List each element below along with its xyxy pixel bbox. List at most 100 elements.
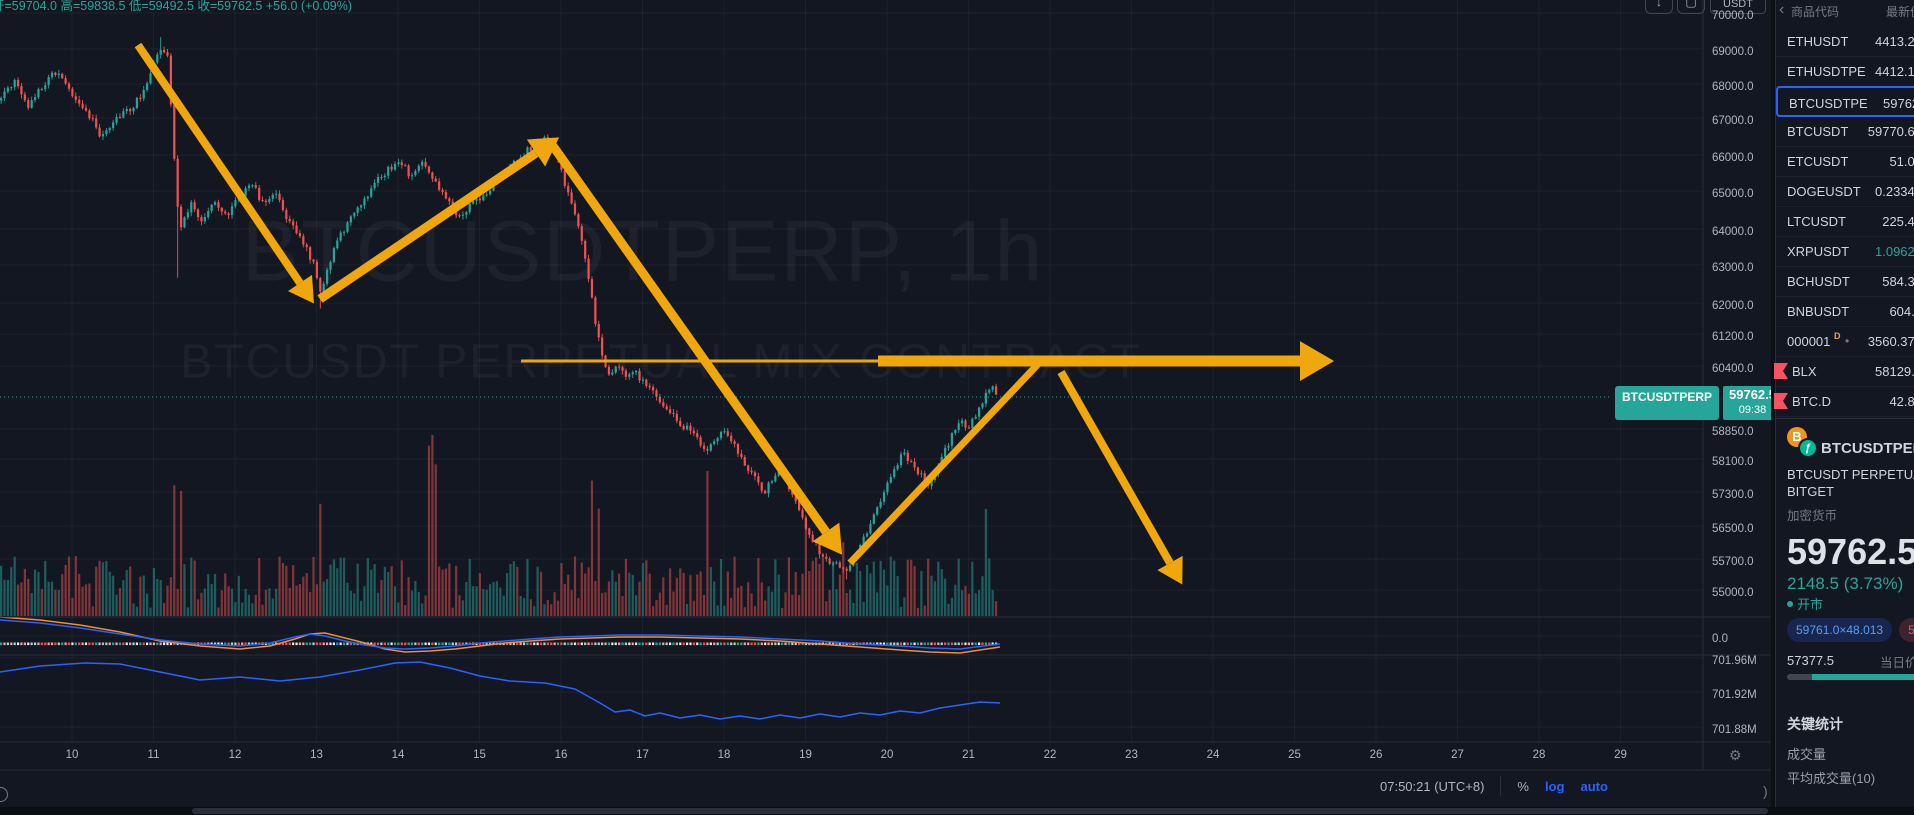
watchlist-row-BTCUSDTPERP[interactable]: BTCUSDTPERP 59762.5 [1776, 86, 1914, 117]
chart-area[interactable]: BTCUSDTPERP, 1h BTCUSDT PERPETUAL MIX CO… [0, 0, 1783, 806]
watchlist-row-DOGEUSDT[interactable]: DOGEUSDT 0.23344 [1776, 176, 1914, 207]
toolbar: 07:50:21 (UTC+8) % log auto [1380, 776, 1608, 796]
time-axis-label: 27 [1451, 749, 1464, 761]
symbol-category: 加密货币 [1787, 509, 1838, 523]
flag-icon[interactable] [1774, 363, 1788, 379]
volume-flow-axis-label: 701.92M [1712, 689, 1757, 701]
watchlist-row-BCHUSDT[interactable]: BCHUSDT 584.35 [1776, 266, 1914, 297]
watchlist-col-price[interactable]: 最新价 [1885, 5, 1914, 19]
panel-collapse-handle[interactable]: ) [1763, 783, 1768, 799]
trend-arrow [549, 143, 830, 535]
price-axis-label: 63000.0 [1712, 262, 1754, 274]
price-axis-label: 64000.0 [1712, 226, 1754, 238]
axis-settings-icon[interactable]: ⚙ [1729, 747, 1742, 763]
watchlist-row-XRPUSDT[interactable]: XRPUSDT 1.09621 [1776, 236, 1914, 267]
bottom-scrollbar-track[interactable] [0, 807, 1914, 815]
snapshot-icon[interactable]: ▢ [1677, 0, 1705, 14]
time-axis-label: 16 [554, 749, 568, 761]
watchlist-row-ETCUSDT[interactable]: ETCUSDT 51.07 [1776, 146, 1914, 177]
watermark-symbol: BTCUSDTPERP, 1h [241, 203, 1045, 300]
watchlist-symbol: 000001 [1787, 334, 1831, 349]
watchlist-price: 58129.0 [1875, 364, 1914, 379]
last-price: 59762.5 [1787, 531, 1914, 572]
ask-pill[interactable]: 59 [1899, 618, 1914, 642]
watchlist-symbol: BCHUSDT [1787, 274, 1850, 289]
watchlist-price: 3560.373 [1867, 334, 1914, 349]
time-axis-label: 11 [147, 749, 160, 761]
log-scale-button[interactable]: log [1544, 778, 1565, 794]
watchlist-col-symbol[interactable]: 商品代码 [1791, 5, 1840, 19]
symbol-name[interactable]: BTCUSDTPERP [1821, 440, 1914, 457]
price-axis-label: 70000.0 [1712, 10, 1754, 22]
panel-divider [1776, 418, 1914, 419]
watchlist-row-BTCUSDT[interactable]: BTCUSDT 59770.60 [1776, 116, 1914, 147]
price-axis-label: 55700.0 [1712, 556, 1754, 568]
time-axis-label: 25 [1288, 749, 1301, 761]
price-axis-label: 58850.0 [1712, 426, 1754, 438]
trend-arrow [1057, 370, 1174, 565]
watchlist-price: 584.35 [1882, 274, 1914, 289]
back-icon[interactable]: ‹ [1779, 1, 1785, 18]
time-axis-label: 14 [391, 749, 405, 761]
bid-pill[interactable]: 59761.0×48.013 [1787, 618, 1893, 642]
watchlist-row-BTC.D[interactable]: BTC.D 42.85 [1774, 386, 1914, 417]
price-axis-label: 55000.0 [1712, 587, 1754, 599]
day-low: 57377.5 [1787, 653, 1834, 668]
watchlist-symbol: XRPUSDT [1787, 244, 1850, 259]
watchlist-row-ETHUSDTPERP[interactable]: ETHUSDTPERP 4412.17 [1776, 56, 1914, 87]
indicator-line-ma-slow [0, 619, 1001, 650]
trend-arrow [317, 149, 539, 303]
price-axis-label: 69000.0 [1712, 46, 1754, 58]
day-range-row: 57377.5 当日价格 [1787, 652, 1914, 670]
percent-scale-button[interactable]: % [1517, 778, 1529, 794]
watchlist-row-ETHUSDT[interactable]: ETHUSDT 4413.23 [1776, 26, 1914, 57]
toolbar-divider [1500, 776, 1502, 796]
last-price-row: 59762.5 USDT [1787, 531, 1914, 573]
watchlist-symbol: BTCUSDTPERP [1789, 96, 1868, 111]
watchlist-symbol: BTCUSDT [1787, 124, 1849, 139]
day-range-bar [1787, 674, 1914, 680]
watchlist-symbol: BTC.D [1792, 394, 1831, 409]
delayed-badge: D [1834, 331, 1841, 341]
stat-avg-volume: 平均成交量(10) [1787, 771, 1876, 786]
oscillator-axis-label: 0.0 [1712, 633, 1728, 645]
price-axis-label: 67000.0 [1712, 115, 1754, 127]
watchlist-symbol: BLX [1792, 364, 1817, 379]
watchlist-row-LTCUSDT[interactable]: LTCUSDT 225.45 [1776, 206, 1914, 237]
bottom-scrollbar-thumb[interactable] [192, 808, 1768, 814]
watchlist-price: 604.0 [1889, 304, 1914, 319]
watchlist-price: 0.23344 [1875, 184, 1914, 199]
chart-canvas[interactable] [0, 0, 1772, 806]
time-axis-label: 29 [1614, 749, 1627, 761]
watchlist-symbol: ETHUSDT [1787, 34, 1849, 49]
panel-gap [1771, 0, 1775, 815]
watchlist-symbol: ETHUSDTPERP [1787, 64, 1866, 79]
bid-ask-row: 59761.0×48.013 59 [1787, 618, 1914, 642]
volume-flow-axis-label: 701.96M [1712, 655, 1757, 667]
time-axis-label: 22 [1043, 749, 1057, 761]
watchlist-row-BNBUSDT[interactable]: BNBUSDT 604.0 [1776, 296, 1914, 327]
price-axis-label: 65000.0 [1712, 188, 1754, 200]
status-dot [1787, 601, 1793, 607]
price-axis-label: 66000.0 [1712, 152, 1754, 164]
volume-bars [0, 434, 998, 616]
volume-flow-axis-label: 701.88M [1712, 724, 1757, 736]
watchlist-symbol: BNBUSDT [1787, 304, 1850, 319]
download-icon[interactable]: ↓ [1645, 0, 1673, 14]
stat-volume: 成交量 [1787, 747, 1827, 762]
time-axis-label: 21 [962, 749, 975, 761]
symbol-description: BTCUSDT PERPETUAL MIX CONTRACT [1787, 467, 1914, 482]
watchlist-row-BLX[interactable]: BLX 58129.0 [1774, 356, 1914, 387]
watchlist-price: 59762.5 [1883, 96, 1914, 111]
auto-scale-button[interactable]: auto [1580, 778, 1608, 794]
price-axis-label: 68000.0 [1712, 81, 1754, 93]
currency-unit-button[interactable]: USDT [1710, 0, 1766, 14]
price-axis-label: 57300.0 [1712, 489, 1754, 501]
trend-arrow-head [1157, 555, 1183, 585]
price-axis-label: 62000.0 [1712, 300, 1754, 312]
time-axis-label: 17 [636, 749, 649, 761]
price-axis-label: 58100.0 [1712, 456, 1754, 468]
flag-icon[interactable] [1774, 393, 1788, 409]
bitget-logo-icon: ƒ [1798, 438, 1818, 458]
